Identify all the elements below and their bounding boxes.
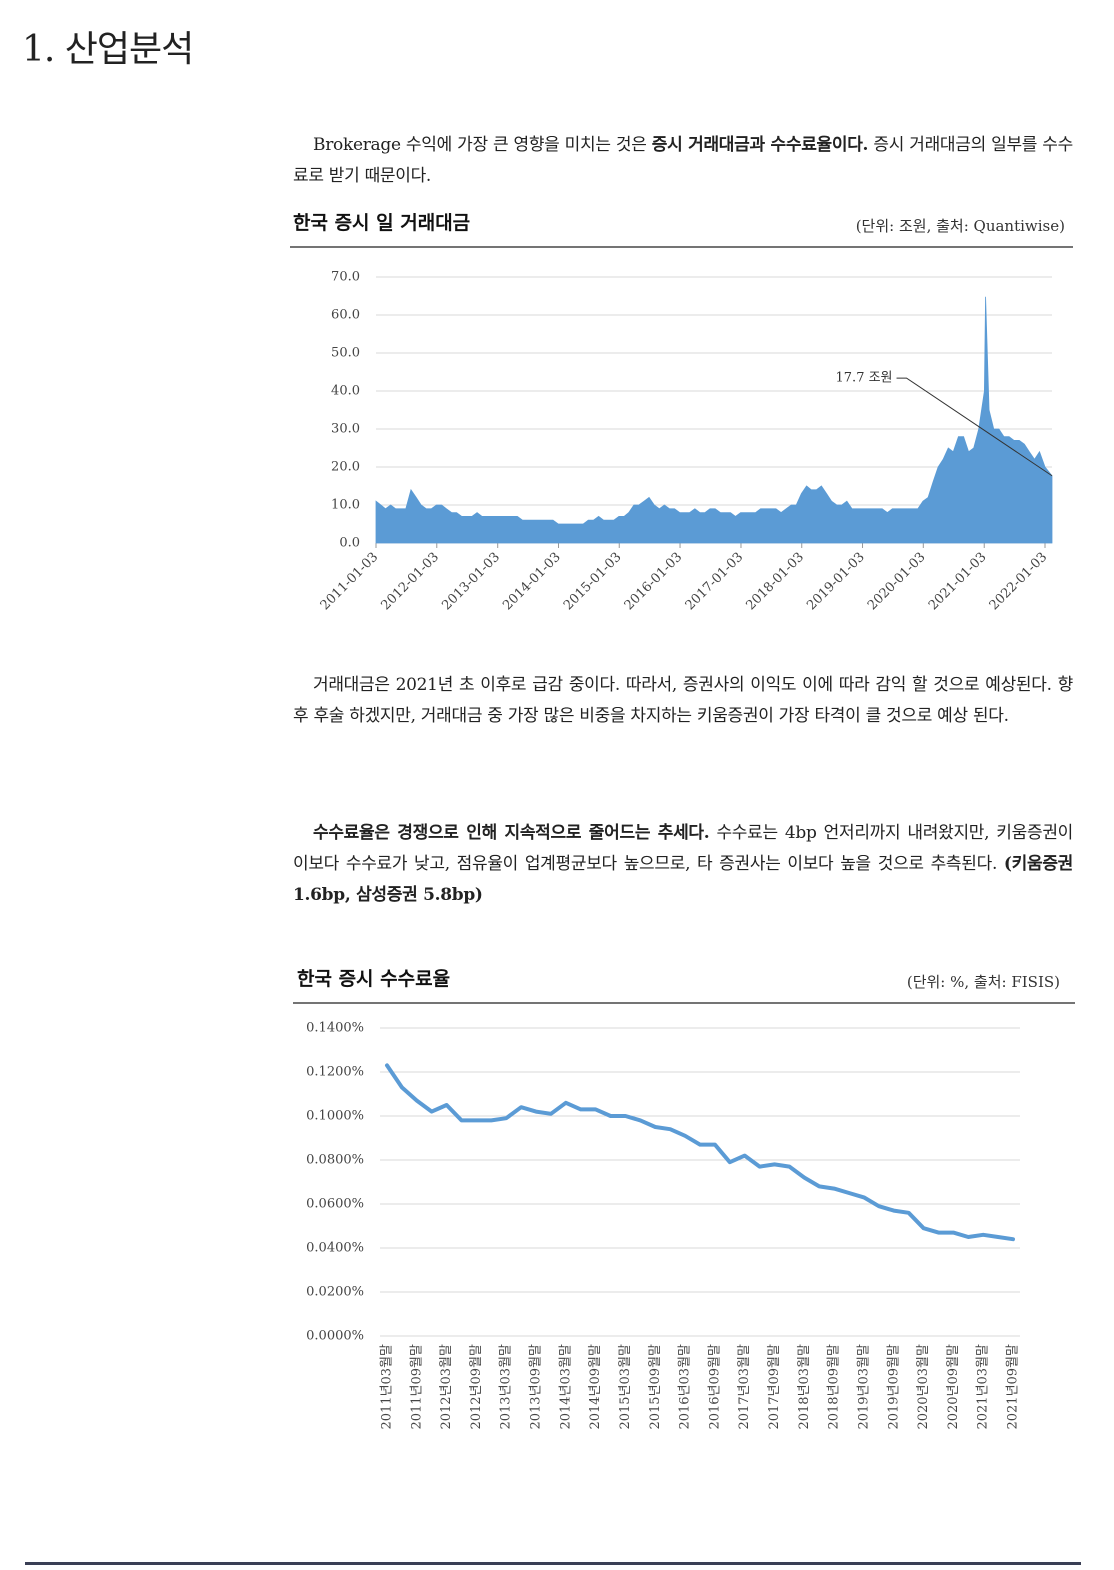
y-tick-label: 0.1000% [306, 1109, 364, 1124]
x-tick-label: 2014-01-03 [500, 550, 564, 614]
y-tick-label: 70.0 [331, 270, 360, 285]
y-tick-label: 0.0 [339, 536, 360, 551]
y-tick-label: 0.0200% [306, 1285, 364, 1300]
x-tick-label: 2015년09월말 [648, 1344, 663, 1430]
x-tick-label: 2017-01-03 [683, 550, 747, 614]
footer-rule [25, 1562, 1081, 1565]
x-tick-label: 2020년03월말 [916, 1344, 931, 1430]
y-tick-label: 20.0 [331, 460, 360, 475]
y-tick-label: 50.0 [331, 346, 360, 361]
x-tick-label: 2019-01-03 [804, 550, 868, 614]
area [375, 296, 1053, 544]
chart-subtitle: (단위: 조원, 출처: Quantiwise) [856, 217, 1065, 235]
text-run: Brokerage 수익에 가장 큰 영향을 미치는 것은 [313, 135, 652, 155]
x-tick-label: 2015년03월말 [618, 1344, 633, 1430]
x-tick-label: 2021년09월말 [1006, 1344, 1021, 1430]
y-tick-label: 0.0800% [306, 1153, 364, 1168]
text-run: (키움증권 1.6bp, 삼성증권 5.8bp) [293, 854, 1073, 905]
text-run: 수수료는 4bp 언저리까지 내려왔지만, 키움증권이 이보다 수수료가 낮고,… [293, 823, 1074, 874]
y-tick-label: 0.0400% [306, 1241, 364, 1256]
x-tick-label: 2016년09월말 [707, 1344, 722, 1430]
x-tick-label: 2020년09월말 [946, 1344, 961, 1430]
x-tick-label: 2018년09월말 [827, 1344, 842, 1430]
x-tick-label: 2021년03월말 [976, 1344, 991, 1430]
text-run: 수수료율은 경쟁으로 인해 지속적으로 줄어드는 추세다. [313, 823, 710, 843]
y-tick-label: 10.0 [331, 498, 360, 513]
chart-title: 한국 증시 수수료율 [297, 968, 450, 990]
chart-title: 한국 증시 일 거래대금 [293, 212, 470, 234]
x-tick-label: 2012년09월말 [469, 1344, 484, 1430]
x-tick-label: 2017년09월말 [767, 1344, 782, 1430]
x-tick-label: 2012-01-03 [378, 550, 442, 614]
y-tick-label: 0.0000% [306, 1329, 364, 1344]
x-tick-label: 2012년03월말 [439, 1344, 454, 1430]
y-tick-label: 40.0 [331, 384, 360, 399]
annotation-leader [896, 377, 1053, 477]
x-tick-label: 2019년03월말 [856, 1344, 871, 1430]
text-run: 증시 거래대금의 일부를 수수료로 받기 때문이다. [293, 135, 1073, 186]
x-tick-label: 2014년09월말 [588, 1344, 603, 1430]
paragraph: 수수료율은 경쟁으로 인해 지속적으로 줄어드는 추세다. 수수료는 4bp 언… [293, 818, 1073, 911]
annotation: 17.7 조원 [836, 371, 893, 386]
x-tick-label: 2011년09월말 [409, 1344, 424, 1430]
x-tick-label: 2018년03월말 [797, 1344, 812, 1430]
x-tick-label: 2022-01-03 [987, 550, 1051, 614]
y-tick-label: 0.1200% [306, 1065, 364, 1080]
x-tick-label: 2011년03월말 [380, 1344, 395, 1430]
x-tick-label: 2013년03월말 [499, 1344, 514, 1430]
y-tick-label: 0.0600% [306, 1197, 364, 1212]
x-tick-label: 2011-01-03 [318, 550, 382, 614]
x-tick-label: 2016년03월말 [678, 1344, 693, 1430]
x-tick-label: 2016-01-03 [622, 550, 686, 614]
y-tick-label: 60.0 [331, 308, 360, 323]
x-tick-label: 2019년09월말 [886, 1344, 901, 1430]
x-tick-label: 2013-01-03 [439, 550, 503, 614]
text-run: 증시 거래대금과 수수료율이다. [651, 135, 869, 155]
x-tick-label: 2013년09월말 [529, 1344, 544, 1430]
chart-subtitle: (단위: %, 출처: FISIS) [907, 973, 1060, 991]
section-title: 1. 산업분석 [22, 29, 194, 70]
x-tick-label: 2018-01-03 [743, 550, 807, 614]
text-run: 거래대금은 2021년 초 이후로 급감 중이다. 따라서, 증권사의 이익도 … [293, 675, 1073, 726]
paragraph: Brokerage 수익에 가장 큰 영향을 미치는 것은 증시 거래대금과 수… [293, 130, 1073, 192]
x-tick-label: 2020-01-03 [865, 550, 929, 614]
y-tick-label: 0.1400% [306, 1021, 364, 1036]
x-tick-label: 2021-01-03 [926, 550, 990, 614]
paragraph: 거래대금은 2021년 초 이후로 급감 중이다. 따라서, 증권사의 이익도 … [293, 670, 1073, 732]
y-tick-label: 30.0 [331, 422, 360, 437]
x-tick-label: 2014년03월말 [558, 1344, 573, 1430]
x-tick-label: 2015-01-03 [561, 550, 625, 614]
x-tick-label: 2017년03월말 [737, 1344, 752, 1430]
line [385, 1063, 1015, 1242]
